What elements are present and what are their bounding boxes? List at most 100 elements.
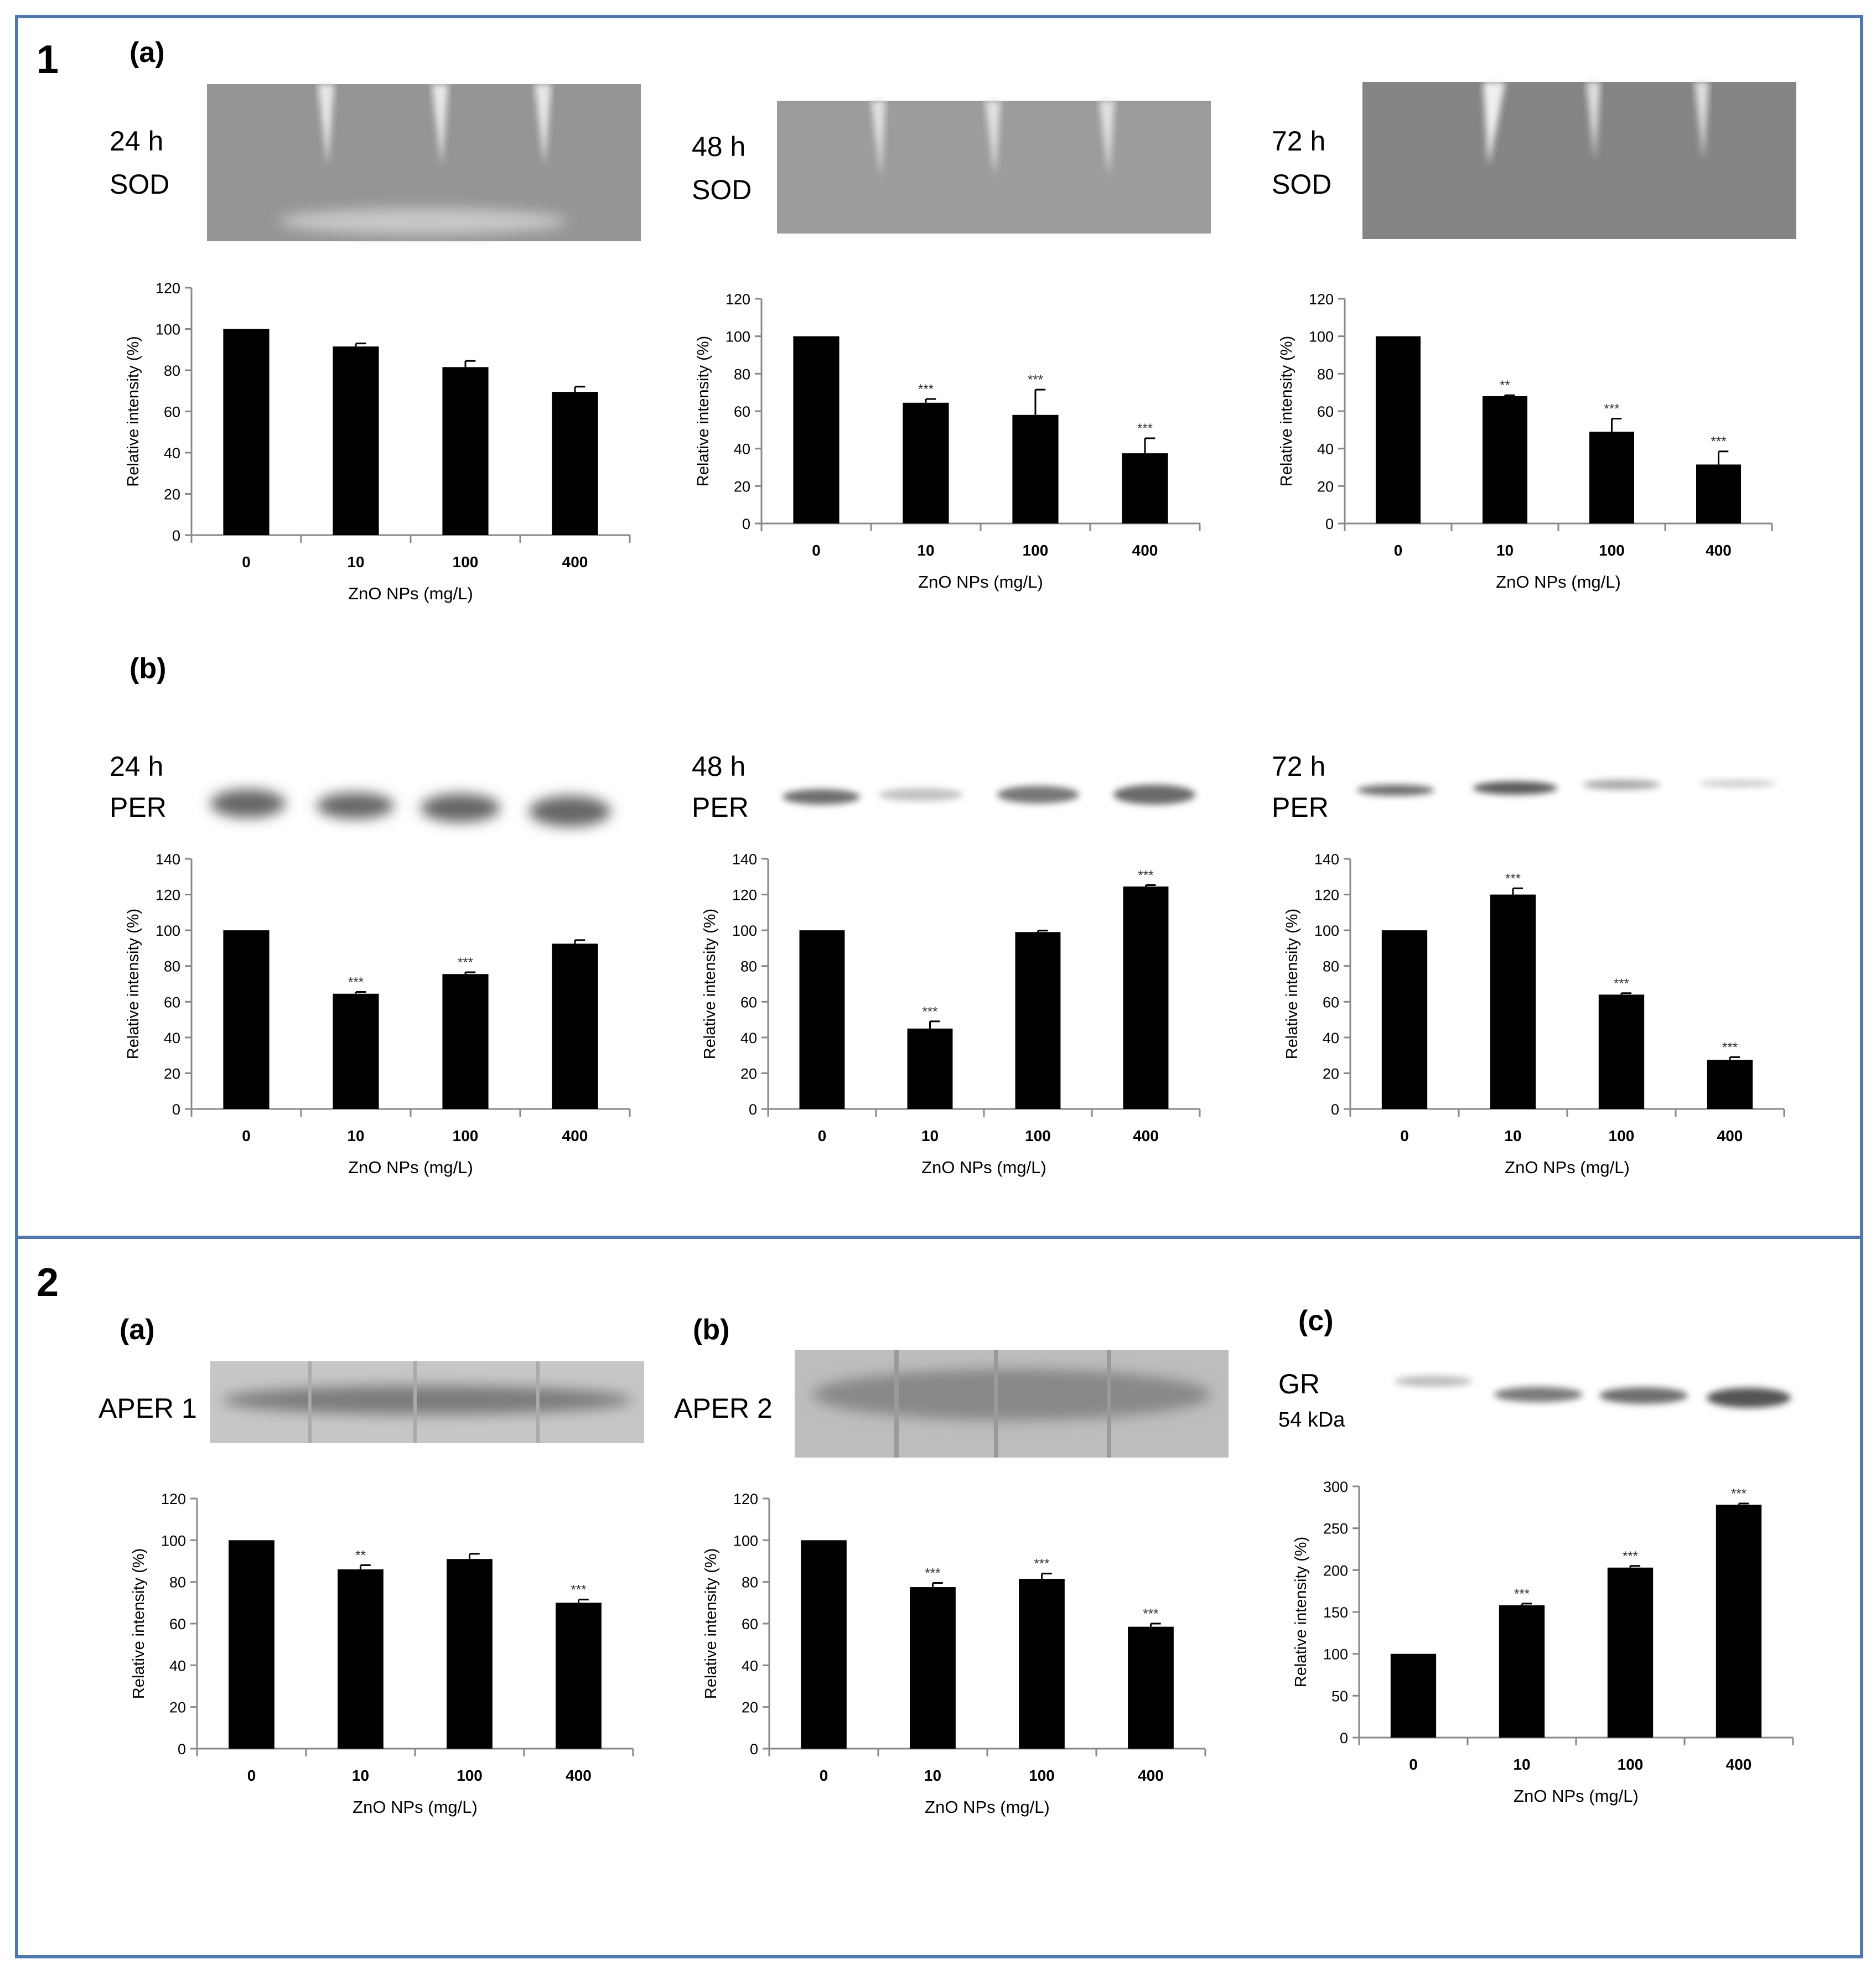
x-axis-label: ZnO NPs (mg/L) xyxy=(925,1797,1050,1817)
y-tick-label: 0 xyxy=(172,1101,180,1118)
bar xyxy=(1607,1567,1654,1738)
x-tick-label: 10 xyxy=(1513,1756,1530,1773)
y-tick-label: 150 xyxy=(1323,1604,1348,1621)
sod-72h-blot xyxy=(1362,82,1796,239)
bar xyxy=(552,392,598,535)
y-tick-label: 80 xyxy=(740,958,757,975)
y-tick-label: 140 xyxy=(1314,851,1339,868)
significance-label: *** xyxy=(571,1583,586,1598)
significance-label: *** xyxy=(458,955,473,970)
y-tick-label: 80 xyxy=(734,366,750,382)
x-tick-label: 10 xyxy=(347,1127,364,1144)
y-tick-label: 120 xyxy=(1309,291,1334,308)
x-tick-label: 100 xyxy=(453,1127,479,1144)
y-tick-label: 100 xyxy=(161,1532,186,1549)
bar xyxy=(910,1587,956,1749)
y-tick-label: 140 xyxy=(732,851,757,868)
significance-label: *** xyxy=(1722,1040,1738,1055)
x-tick-label: 100 xyxy=(1609,1127,1635,1144)
y-tick-label: 120 xyxy=(1314,887,1339,904)
sod-48h-blot xyxy=(777,101,1211,234)
y-tick-label: 0 xyxy=(1325,516,1334,532)
y-axis-label: Relative intensity (%) xyxy=(701,909,719,1059)
y-tick-label: 100 xyxy=(1309,329,1334,345)
y-tick-label: 40 xyxy=(164,445,180,462)
y-tick-label: 120 xyxy=(733,1491,758,1507)
y-tick-label: 60 xyxy=(742,1616,758,1632)
y-tick-label: 80 xyxy=(1323,958,1339,975)
bar xyxy=(1015,932,1061,1109)
bar xyxy=(447,1559,493,1749)
x-tick-label: 10 xyxy=(917,542,934,559)
y-tick-label: 20 xyxy=(164,1065,180,1082)
y-tick-label: 60 xyxy=(164,994,180,1010)
section-2-frame xyxy=(15,1236,1863,1958)
y-tick-label: 0 xyxy=(1331,1101,1339,1118)
bar xyxy=(229,1540,274,1749)
x-tick-label: 100 xyxy=(1599,542,1625,559)
per-48h-blot xyxy=(782,785,1195,805)
aper1-blot xyxy=(210,1361,644,1443)
bar xyxy=(552,943,598,1109)
bar xyxy=(556,1603,602,1749)
x-axis-label: ZnO NPs (mg/L) xyxy=(921,1158,1046,1177)
y-tick-label: 60 xyxy=(1317,403,1334,420)
x-tick-label: 0 xyxy=(1400,1127,1409,1144)
blot-protein-label: GR xyxy=(1278,1368,1320,1399)
x-tick-label: 0 xyxy=(820,1767,828,1784)
section-2-number: 2 xyxy=(37,1261,59,1305)
y-tick-label: 80 xyxy=(164,958,180,975)
bar xyxy=(1390,1653,1437,1738)
blot-protein-label: PER xyxy=(1272,792,1329,823)
significance-label: ** xyxy=(1500,378,1510,393)
blot-time-label: 72 h xyxy=(1272,751,1325,782)
significance-label: ** xyxy=(355,1548,366,1563)
x-tick-label: 100 xyxy=(1618,1756,1644,1773)
x-axis-label: ZnO NPs (mg/L) xyxy=(1514,1786,1639,1806)
significance-label: *** xyxy=(1143,1606,1158,1621)
y-tick-label: 0 xyxy=(1340,1730,1348,1746)
x-tick-label: 10 xyxy=(352,1767,369,1784)
y-tick-label: 60 xyxy=(169,1616,186,1632)
bar xyxy=(1381,930,1428,1109)
chart-sod-48h: 0 20 40 60 80 100 120 0 *** 10 *** 100 *** 400 ZnO NPs… xyxy=(695,291,1201,592)
x-tick-label: 400 xyxy=(1138,1767,1164,1784)
y-tick-label: 20 xyxy=(742,1699,758,1716)
bar xyxy=(907,1028,953,1109)
aper2-blot xyxy=(795,1350,1229,1458)
blot-protein-label: PER xyxy=(110,792,167,823)
bar xyxy=(1482,396,1528,523)
x-tick-label: 100 xyxy=(1025,1127,1051,1144)
bar xyxy=(1589,432,1635,523)
y-tick-label: 120 xyxy=(161,1491,186,1507)
y-tick-label: 60 xyxy=(1323,994,1339,1010)
x-axis-label: ZnO NPs (mg/L) xyxy=(1496,572,1621,592)
significance-label: *** xyxy=(1514,1587,1530,1601)
y-tick-label: 250 xyxy=(1323,1521,1348,1537)
y-tick-label: 40 xyxy=(734,441,750,458)
y-tick-label: 120 xyxy=(725,291,750,308)
blot-time-label: 48 h xyxy=(692,131,745,162)
y-tick-label: 20 xyxy=(164,486,180,503)
y-tick-label: 0 xyxy=(172,527,180,544)
significance-label: *** xyxy=(1028,372,1043,387)
section-1-number: 1 xyxy=(37,38,59,82)
bar xyxy=(1696,464,1742,523)
y-tick-label: 40 xyxy=(1323,1030,1339,1046)
bar xyxy=(1716,1505,1762,1738)
blot-protein-label: SOD xyxy=(110,169,169,200)
x-tick-label: 10 xyxy=(1496,542,1514,559)
bar xyxy=(1019,1579,1065,1749)
y-tick-label: 100 xyxy=(733,1532,758,1549)
gr-blot xyxy=(1395,1376,1791,1408)
x-axis-label: ZnO NPs (mg/L) xyxy=(918,572,1043,592)
x-tick-label: 400 xyxy=(562,553,588,571)
x-tick-label: 100 xyxy=(453,553,479,571)
significance-label: *** xyxy=(925,1566,940,1581)
significance-label: *** xyxy=(1138,868,1153,883)
y-tick-label: 20 xyxy=(1317,478,1334,495)
bar xyxy=(223,930,270,1109)
panel-label-2b: (b) xyxy=(693,1314,729,1346)
bar xyxy=(903,402,949,523)
